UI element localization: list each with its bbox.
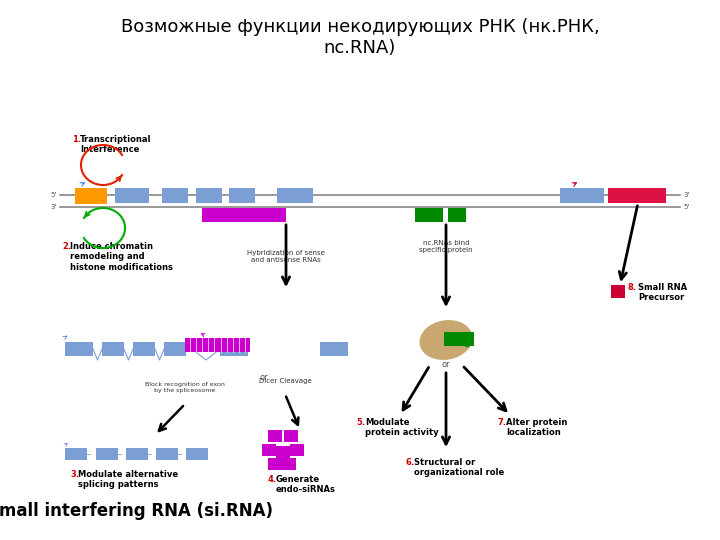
Bar <box>277 188 313 203</box>
Text: 5.: 5. <box>356 418 365 427</box>
Bar <box>96 448 118 460</box>
Bar <box>75 188 107 204</box>
Bar <box>290 444 304 456</box>
Bar <box>196 188 222 203</box>
Bar <box>560 188 604 203</box>
Text: or: or <box>260 374 269 382</box>
Text: Block recognition of exon
by the spliceosome: Block recognition of exon by the spliceo… <box>145 382 225 393</box>
Bar <box>444 332 474 346</box>
Text: 4.: 4. <box>268 475 277 484</box>
Bar <box>220 342 248 356</box>
Text: Alter protein
localization: Alter protein localization <box>506 418 567 437</box>
Bar <box>320 342 348 356</box>
Bar <box>156 448 178 460</box>
Text: 8.: 8. <box>628 283 637 292</box>
Text: Structural or
organizational role: Structural or organizational role <box>414 458 504 477</box>
Bar <box>262 444 276 456</box>
Bar <box>229 188 255 203</box>
Ellipse shape <box>420 321 472 359</box>
Bar <box>164 342 186 356</box>
Bar <box>268 458 282 470</box>
Text: Modulate
protein activity: Modulate protein activity <box>365 418 438 437</box>
Bar <box>276 446 290 458</box>
Text: 2.: 2. <box>62 242 71 251</box>
Bar <box>448 208 466 222</box>
Bar <box>126 448 148 460</box>
Text: 5': 5' <box>683 204 689 210</box>
Bar <box>65 342 93 356</box>
Text: or: or <box>441 360 450 369</box>
Bar <box>162 188 188 203</box>
Bar <box>608 188 666 203</box>
Bar <box>611 285 625 298</box>
Text: Transcriptional
Interference: Transcriptional Interference <box>80 135 151 154</box>
Text: 6.: 6. <box>406 458 415 467</box>
Text: 3': 3' <box>683 192 689 198</box>
Text: 5': 5' <box>50 192 57 198</box>
Bar <box>102 342 124 356</box>
Text: Small interfering RNA (si.RNA): Small interfering RNA (si.RNA) <box>0 502 273 520</box>
Text: 3': 3' <box>50 204 57 210</box>
Bar <box>65 448 87 460</box>
Text: nc.RNAs bind
specific protein: nc.RNAs bind specific protein <box>419 240 473 253</box>
Text: 1.: 1. <box>72 135 81 144</box>
Text: 7.: 7. <box>498 418 507 427</box>
Bar <box>133 342 155 356</box>
Text: 3.: 3. <box>70 470 79 479</box>
Bar <box>186 448 208 460</box>
Bar <box>415 208 443 222</box>
Text: Modulate alternative
splicing patterns: Modulate alternative splicing patterns <box>78 470 178 489</box>
Bar <box>115 188 149 203</box>
Text: Generate
endo-siRNAs: Generate endo-siRNAs <box>276 475 336 495</box>
Text: Hybridization of sense
and antisense RNAs: Hybridization of sense and antisense RNA… <box>247 250 325 263</box>
Text: Small RNA
Precursor: Small RNA Precursor <box>638 283 687 302</box>
Text: Dicer Cleavage: Dicer Cleavage <box>258 378 311 384</box>
Bar <box>202 208 286 222</box>
Bar <box>282 458 296 470</box>
Text: Возможные функции некодирующих РНК (нк.РНК,
nc.RNA): Возможные функции некодирующих РНК (нк.Р… <box>121 18 599 57</box>
Bar <box>284 430 298 442</box>
Bar <box>268 430 282 442</box>
Bar <box>185 338 250 352</box>
Text: Induce chromatin
remodeling and
histone modifications: Induce chromatin remodeling and histone … <box>70 242 173 272</box>
